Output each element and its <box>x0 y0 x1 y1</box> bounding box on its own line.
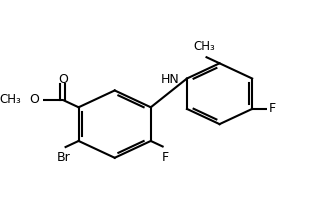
Text: Br: Br <box>56 151 70 164</box>
Text: HN: HN <box>161 73 179 86</box>
Text: O: O <box>58 73 68 86</box>
Text: CH₃: CH₃ <box>193 40 215 53</box>
Text: F: F <box>161 151 169 164</box>
Text: CH₃: CH₃ <box>0 94 21 106</box>
Text: F: F <box>268 103 276 116</box>
Text: O: O <box>30 94 39 106</box>
